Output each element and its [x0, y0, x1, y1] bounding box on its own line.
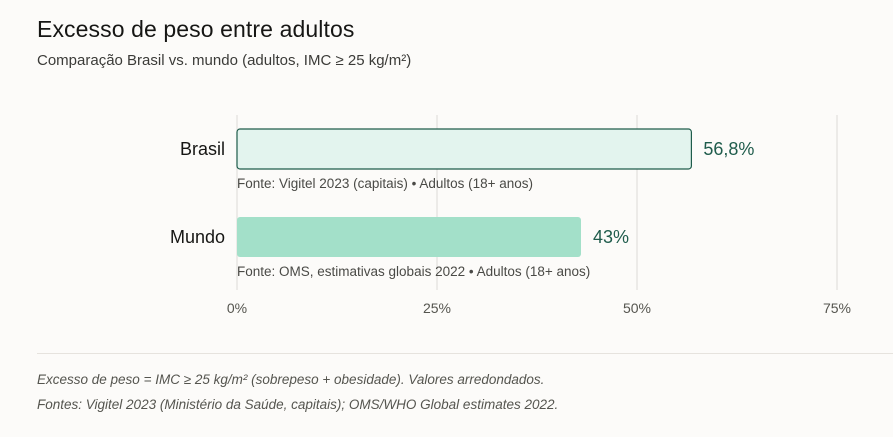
sources-note: Fontes: Vigitel 2023 (Ministério da Saúd…	[37, 397, 559, 412]
source-label: Fonte: Vigitel 2023 (capitais) • Adultos…	[237, 176, 533, 191]
value-label: 43%	[593, 227, 629, 247]
x-axis-ticks: 0% 25% 50% 75%	[227, 300, 851, 316]
bar-labels: Brasil 56,8% Fonte: Vigitel 2023 (capitais…	[170, 139, 754, 279]
x-tick-label: 75%	[823, 300, 851, 316]
bar-chart: Brasil 56,8% Fonte: Vigitel 2023 (capitais…	[170, 115, 851, 316]
x-tick-label: 0%	[227, 300, 247, 316]
bar-brasil	[236, 128, 692, 170]
category-label: Brasil	[180, 139, 225, 159]
source-label: Fonte: OMS, estimativas globais 2022 • A…	[237, 264, 590, 279]
category-label: Mundo	[170, 227, 225, 247]
footer-divider	[37, 353, 893, 354]
x-tick-label: 50%	[623, 300, 651, 316]
definition-note: Excesso de peso = IMC ≥ 25 kg/m² (sobrep…	[37, 372, 545, 387]
chart-subtitle: Comparação Brasil vs. mundo (adultos, IM…	[37, 52, 412, 69]
value-label: 56,8%	[703, 139, 754, 159]
x-tick-label: 25%	[423, 300, 451, 316]
chart-title: Excesso de peso entre adultos	[37, 16, 355, 42]
bar-mundo	[237, 217, 581, 257]
bars	[236, 128, 692, 257]
